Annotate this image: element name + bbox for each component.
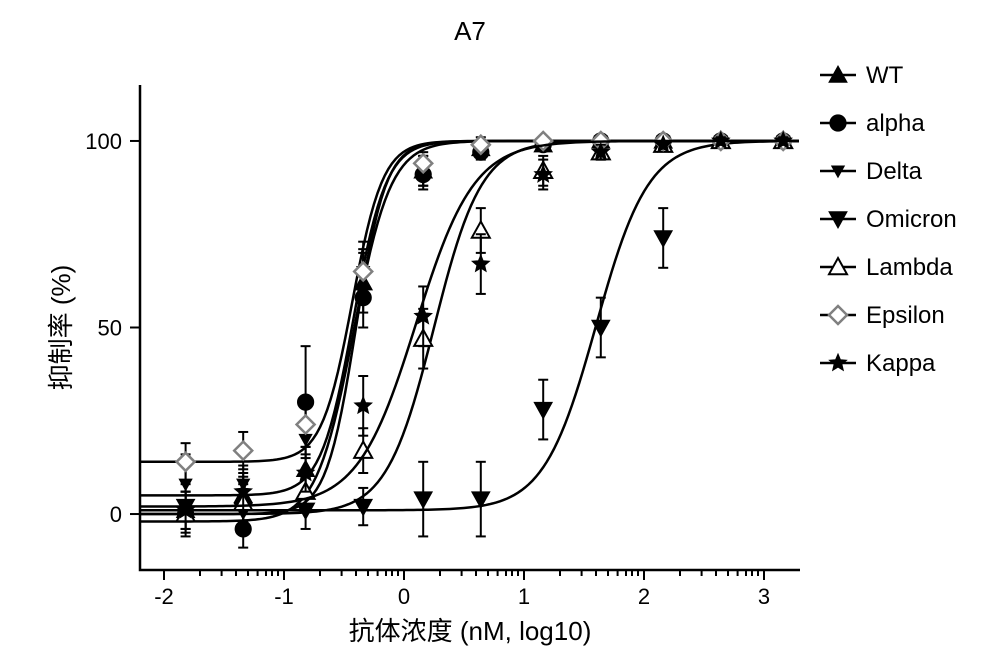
y-tick-label: 0	[110, 502, 122, 527]
x-tick-label: 2	[638, 584, 650, 609]
x-tick-label: -1	[274, 584, 294, 609]
series-curve	[140, 141, 799, 522]
x-axis-title: 抗体浓度 (nM, log10)	[349, 616, 592, 646]
series-curve	[140, 141, 799, 495]
legend-label: WT	[866, 62, 904, 89]
legend-label: alpha	[866, 110, 925, 137]
x-tick-label: 3	[758, 584, 770, 609]
legend-label: Lambda	[866, 254, 953, 281]
y-tick-label: 100	[85, 129, 122, 154]
legend-label: Kappa	[866, 350, 936, 377]
chart-svg: A7 -2 -1 0 1 2 3 0 50 100 抑制率 (%) 抗体浓度 (nM, log10) W…	[0, 0, 1000, 669]
y-tick-label: 50	[98, 316, 122, 341]
series-curve	[140, 141, 799, 514]
x-tick-label: 0	[398, 584, 410, 609]
legend-label: Omicron	[866, 206, 957, 233]
series-curve	[140, 141, 799, 514]
legend-label: Delta	[866, 158, 923, 185]
chart-title: A7	[454, 16, 486, 46]
x-tick-label: -2	[154, 584, 174, 609]
chart-container: A7 -2 -1 0 1 2 3 0 50 100 抑制率 (%) 抗体浓度 (nM, log10) W…	[0, 0, 1000, 669]
x-tick-label: 1	[518, 584, 530, 609]
y-axis-title: 抑制率 (%)	[46, 265, 76, 391]
legend-label: Epsilon	[866, 302, 945, 329]
